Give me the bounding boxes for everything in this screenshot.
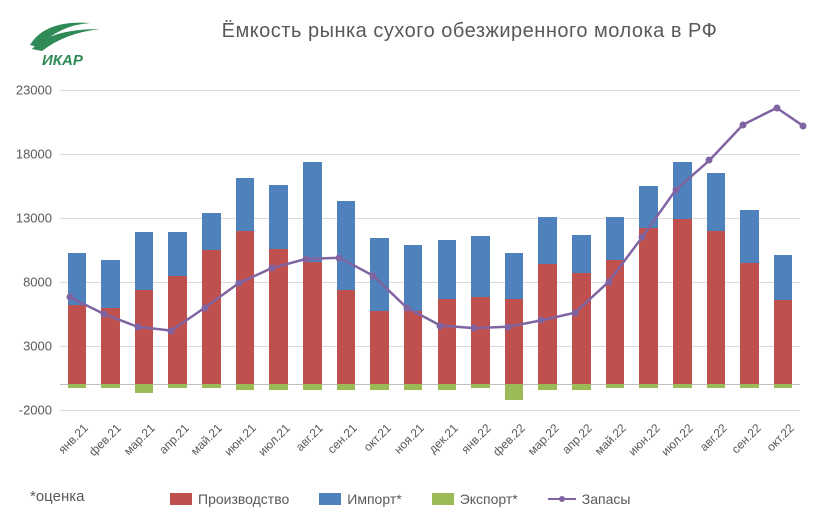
marker-stocks: [168, 327, 175, 334]
marker-stocks: [67, 294, 74, 301]
y-tick-label: 23000: [0, 83, 52, 98]
x-tick-label: май.21: [188, 421, 225, 458]
x-tick-label: янв.22: [459, 421, 494, 456]
x-tick-label: дек.21: [426, 421, 461, 456]
chart-title: Ёмкость рынка сухого обезжиренного молок…: [140, 20, 799, 43]
marker-stocks: [706, 157, 713, 164]
x-tick-label: мар.22: [525, 421, 562, 458]
legend-label-production: Производство: [198, 491, 289, 507]
marker-stocks: [403, 304, 410, 311]
legend-label-export: Экспорт*: [460, 491, 518, 507]
marker-stocks: [302, 255, 309, 262]
footnote: *оценка: [30, 488, 84, 505]
line-stocks: [70, 108, 803, 331]
x-tick-label: авг.22: [697, 421, 730, 454]
x-tick-label: ноя.21: [391, 421, 427, 457]
legend-item-export: Экспорт*: [432, 491, 518, 507]
legend: Производство Импорт* Экспорт* Запасы: [170, 491, 630, 507]
legend-item-production: Производство: [170, 491, 289, 507]
marker-stocks: [672, 186, 679, 193]
x-axis-labels: янв.21фев.21мар.21апр.21май.21июн.21июл.…: [60, 415, 800, 475]
legend-item-stocks: Запасы: [548, 491, 631, 507]
legend-swatch-production: [170, 493, 192, 505]
legend-swatch-export: [432, 493, 454, 505]
marker-stocks: [201, 304, 208, 311]
marker-stocks: [100, 311, 107, 318]
x-tick-label: янв.21: [55, 421, 90, 456]
x-tick-label: июн.21: [221, 421, 258, 458]
x-tick-label: фев.22: [490, 421, 528, 459]
x-tick-label: апр.21: [156, 421, 192, 457]
x-tick-label: сен.21: [324, 421, 359, 456]
marker-stocks: [538, 317, 545, 324]
legend-swatch-import: [319, 493, 341, 505]
y-tick-label: 18000: [0, 147, 52, 162]
x-tick-label: июн.22: [625, 421, 662, 458]
x-tick-label: сен.22: [728, 421, 763, 456]
marker-stocks: [370, 272, 377, 279]
x-tick-label: фев.21: [86, 421, 124, 459]
marker-stocks: [336, 254, 343, 261]
line-series-svg: [60, 90, 800, 410]
y-tick-label: 8000: [0, 275, 52, 290]
marker-stocks: [437, 322, 444, 329]
y-tick-label: -2000: [0, 403, 52, 418]
logo-text: ИКАР: [42, 52, 84, 69]
gridline: [60, 410, 800, 411]
marker-stocks: [773, 104, 780, 111]
marker-stocks: [800, 122, 807, 129]
x-tick-label: май.22: [592, 421, 629, 458]
plot-area: [60, 90, 800, 410]
x-tick-label: июл.21: [255, 421, 293, 459]
marker-stocks: [571, 309, 578, 316]
chart-container: ИКАР Ёмкость рынка сухого обезжиренного …: [0, 0, 829, 517]
x-tick-label: окт.22: [764, 421, 797, 454]
y-tick-label: 3000: [0, 339, 52, 354]
marker-stocks: [639, 234, 646, 241]
legend-label-stocks: Запасы: [582, 491, 631, 507]
marker-stocks: [740, 121, 747, 128]
legend-item-import: Импорт*: [319, 491, 401, 507]
x-tick-label: апр.22: [560, 421, 596, 457]
marker-stocks: [235, 280, 242, 287]
x-tick-label: окт.21: [360, 421, 393, 454]
x-tick-label: мар.21: [121, 421, 158, 458]
legend-label-import: Импорт*: [347, 491, 401, 507]
marker-stocks: [605, 279, 612, 286]
marker-stocks: [470, 325, 477, 332]
logo: ИКАР: [20, 15, 115, 70]
marker-stocks: [269, 264, 276, 271]
marker-stocks: [134, 323, 141, 330]
x-tick-label: июл.22: [659, 421, 697, 459]
y-tick-label: 13000: [0, 211, 52, 226]
x-tick-label: авг.21: [293, 421, 326, 454]
marker-stocks: [504, 323, 511, 330]
legend-swatch-stocks: [548, 493, 576, 505]
